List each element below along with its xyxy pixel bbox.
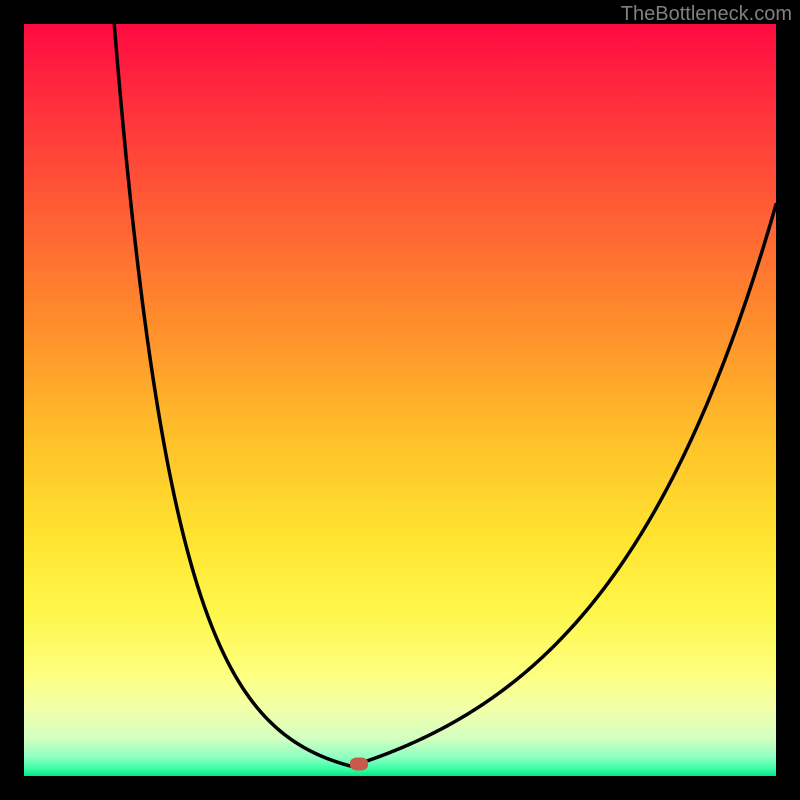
watermark-text: TheBottleneck.com bbox=[621, 3, 792, 26]
minimum-marker bbox=[350, 757, 368, 770]
bottleneck-curve bbox=[24, 24, 776, 776]
plot-area bbox=[24, 24, 776, 776]
outer-frame: TheBottleneck.com bbox=[0, 0, 800, 800]
